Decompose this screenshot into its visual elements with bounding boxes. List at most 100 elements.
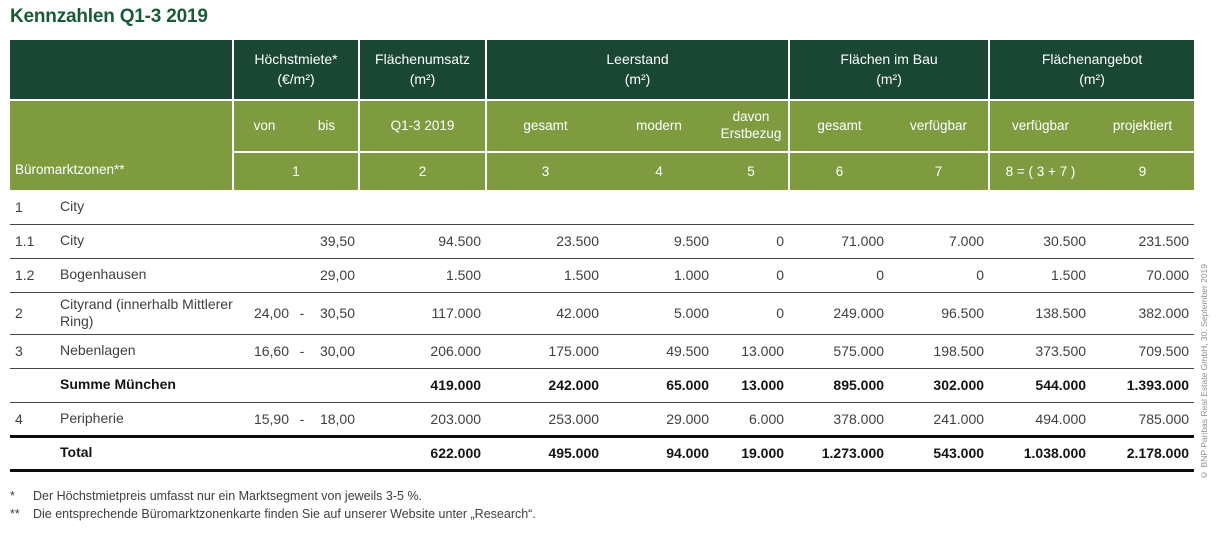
zones-column-label: Büromarktzonen** (10, 100, 233, 190)
header-group-row: Höchstmiete* (€/m²) Flächenumsatz (m²) L… (10, 40, 1195, 101)
rent-to-cell: -30,00 (295, 333, 360, 368)
cell-value: 0 (714, 223, 790, 258)
rent-to-cell: 29,00 (295, 257, 360, 292)
rent-to-wrap: -30,50 (295, 293, 359, 334)
colnum-2: 2 (358, 151, 487, 190)
row-number (10, 434, 48, 472)
cell-value: 7.000 (889, 223, 990, 258)
rent-from-value (233, 434, 295, 472)
cell-value: 65.000 (604, 367, 715, 402)
cell-value: 249.000 (789, 291, 890, 334)
rent-to-wrap: -30,00 (295, 335, 359, 368)
cell-value: 1.393.000 (1091, 367, 1195, 402)
header-number-row: 1 2 3 4 5 6 7 8 = ( 3 + 7 ) 9 (10, 151, 1195, 190)
rent-to-cell: -18,00 (295, 401, 360, 436)
cell-value: 96.500 (889, 291, 990, 334)
rent-to-wrap: 39,50 (295, 225, 359, 258)
row-number: 1 (10, 190, 48, 224)
header-davon-erstbezug: davon Erstbezug (714, 100, 790, 152)
rent-to-wrap (295, 369, 359, 402)
header-bau-gesamt: gesamt (788, 100, 890, 152)
rent-range-dash: - (299, 410, 305, 427)
cell-value: 1.273.000 (789, 434, 890, 472)
page-title: Kennzahlen Q1-3 2019 (10, 6, 208, 27)
cell-value: 13.000 (714, 367, 790, 402)
colnum-3: 3 (485, 151, 605, 190)
cell-value: 94.000 (604, 434, 715, 472)
header-bau-verfuegbar: verfügbar (889, 100, 990, 152)
table-row: 1.1 City 39,50 94.500 23.500 9.500 0 71.000 7.00… (10, 223, 1195, 258)
cell-value: 382.000 (1091, 291, 1195, 334)
footnote-text: Die entsprechende Büromarktzonenkarte fi… (33, 507, 536, 522)
cell-value: 0 (789, 257, 890, 292)
cell-value: 495.000 (486, 434, 605, 472)
cell-value: 23.500 (486, 223, 605, 258)
footnote: * Der Höchstmietpreis umfasst nur ein Ma… (10, 487, 536, 505)
rent-to-cell (295, 367, 360, 402)
cell-value: 94.500 (359, 223, 487, 258)
header-group-label: Leerstand (606, 50, 669, 67)
rent-to-wrap (295, 438, 359, 469)
cell-value: 0 (889, 257, 990, 292)
cell-value: 49.500 (604, 333, 715, 368)
row-number (10, 367, 48, 402)
cell-value: 302.000 (889, 367, 990, 402)
cell-value: 231.500 (1091, 223, 1195, 258)
rent-to-cell: -30,50 (295, 291, 360, 334)
cell-value: 198.500 (889, 333, 990, 368)
cell-value: 175.000 (486, 333, 605, 368)
kennzahlen-table: Höchstmiete* (€/m²) Flächenumsatz (m²) L… (10, 40, 1195, 472)
cell-value (604, 190, 715, 224)
rent-from-value (233, 257, 295, 292)
cell-value: 70.000 (1091, 257, 1195, 292)
table-body: 1 City 1.1 City 39,50 94.500 23.500 9.500 0 71.00… (10, 190, 1195, 472)
cell-value: 373.500 (989, 333, 1092, 368)
cell-value: 2.178.000 (1091, 434, 1195, 472)
header-flaechenangebot: Flächenangebot (m²) (988, 40, 1195, 101)
rent-range-dash: - (299, 343, 305, 359)
cell-value: 6.000 (714, 401, 790, 436)
header-von: von (232, 100, 295, 152)
cell-value: 575.000 (789, 333, 890, 368)
rent-from-value: 16,60 (233, 333, 295, 368)
row-number: 3 (10, 333, 48, 368)
cell-value: 203.000 (359, 401, 487, 436)
footnote: ** Die entsprechende Büromarktzonenkarte… (10, 505, 536, 523)
cell-value (714, 190, 790, 224)
cell-value: 29.000 (604, 401, 715, 436)
row-number: 4 (10, 401, 48, 436)
cell-value: 42.000 (486, 291, 605, 334)
table-row: Summe München 419.000 242.000 65.000 13.000 8… (10, 367, 1195, 402)
header-group-label: Flächenumsatz (375, 50, 470, 67)
colnum-4: 4 (604, 151, 715, 190)
row-zone-name: City (48, 190, 233, 224)
cell-value (1091, 190, 1195, 224)
row-zone-name: Peripherie (48, 401, 233, 436)
rent-range-dash: - (299, 305, 305, 321)
row-zone-name: Cityrand (innerhalb Mittlerer Ring) (48, 291, 233, 334)
cell-value: 206.000 (359, 333, 487, 368)
header-flaechenumsatz: Flächenumsatz (m²) (358, 40, 487, 101)
cell-value: 1.500 (486, 257, 605, 292)
cell-value: 1.500 (989, 257, 1092, 292)
cell-value (889, 190, 990, 224)
rent-from-value (233, 223, 295, 258)
table-row: Total 622.000 495.000 94.000 19.000 1.273.000… (10, 434, 1195, 472)
footnote-text: Der Höchstmietpreis umfasst nur ein Mark… (33, 489, 423, 503)
rent-to-cell: 39,50 (295, 223, 360, 258)
rent-from-value (233, 367, 295, 402)
rent-to-cell (295, 190, 360, 224)
header-leerstand: Leerstand (m²) (485, 40, 790, 101)
row-number: 2 (10, 291, 48, 334)
cell-value (989, 190, 1092, 224)
cell-value: 419.000 (359, 367, 487, 402)
rent-to-wrap: -18,00 (295, 403, 359, 435)
rent-from-value: 15,90 (233, 401, 295, 436)
cell-value: 543.000 (889, 434, 990, 472)
cell-value: 30.500 (989, 223, 1092, 258)
cell-value (486, 190, 605, 224)
header-group-label: Höchstmiete* (254, 50, 338, 67)
cell-value: 242.000 (486, 367, 605, 402)
table-row: 2 Cityrand (innerhalb Mittlerer Ring) 24,0… (10, 291, 1195, 334)
header-empty-cell (10, 40, 233, 101)
